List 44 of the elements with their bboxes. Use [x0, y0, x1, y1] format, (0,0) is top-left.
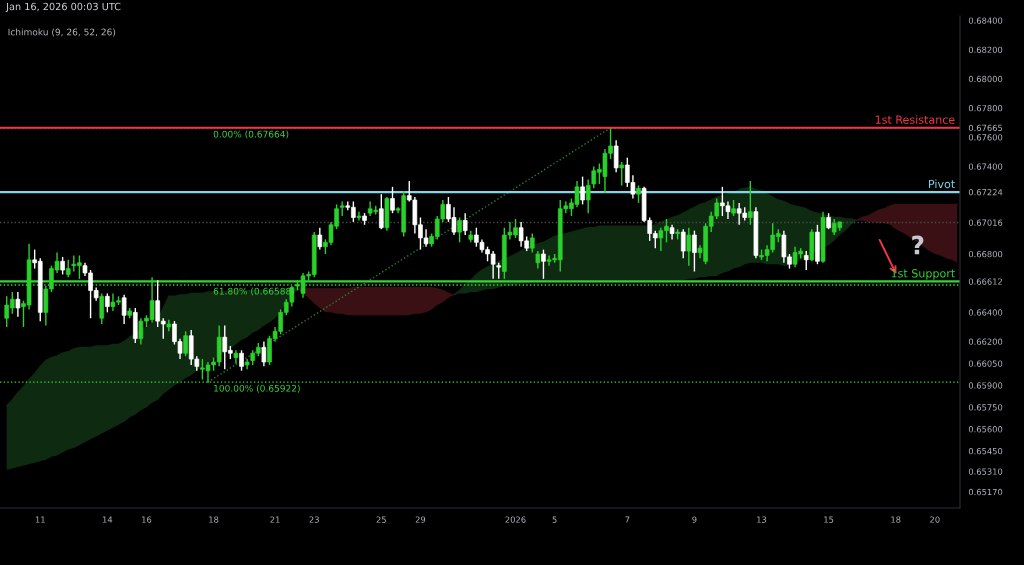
ref-line-label: 1st Support — [891, 269, 955, 280]
y-tick-label: 0.67400 — [968, 163, 1003, 170]
y-tick-label: 0.66050 — [968, 360, 1003, 367]
y-tick-label: 0.65600 — [968, 426, 1003, 433]
chart-title: Jan 16, 2026 00:03 UTC — [5, 2, 121, 12]
y-tick-label: 0.66400 — [968, 309, 1003, 316]
y-tick-label: 0.66800 — [968, 250, 1003, 258]
ref-line-label: Pivot — [929, 179, 955, 189]
x-tick-label: 14 — [102, 516, 113, 523]
y-tick-label: 0.65310 — [968, 468, 1003, 475]
ref-line-label: 1st Resistance — [875, 115, 955, 124]
ref-line-label: 100.00% (0.65922) — [214, 384, 300, 393]
x-tick-label: 2026 — [505, 516, 526, 523]
x-tick-label: 9 — [692, 516, 697, 523]
y-tick-label: 0.65750 — [968, 404, 1003, 411]
x-tick-label: 13 — [757, 516, 767, 523]
x-tick-label: 16 — [142, 516, 152, 523]
x-tick-label: 5 — [552, 516, 557, 523]
x-tick-label: 23 — [309, 516, 319, 523]
x-tick-label: 18 — [891, 516, 901, 523]
y-tick-label: 0.65450 — [968, 448, 1003, 455]
x-tick-label: 20 — [930, 516, 940, 523]
y-tick-label: 0.66200 — [968, 338, 1003, 345]
y-tick-label: 0.65900 — [968, 382, 1003, 389]
y-tick-label: 0.68400 — [968, 17, 1003, 24]
y-tick-label: 0.67016 — [968, 219, 1003, 226]
y-tick-label: 0.67665 — [968, 124, 1003, 132]
x-tick-label: 18 — [209, 516, 219, 523]
y-tick-label: 0.67800 — [968, 105, 1003, 112]
y-tick-label: 0.68200 — [968, 46, 1003, 53]
x-tick-label: 11 — [35, 516, 45, 523]
x-tick-label: 21 — [270, 516, 280, 523]
x-tick-label: 29 — [415, 516, 426, 523]
y-tick-label: 0.68000 — [968, 75, 1003, 83]
x-tick-label: 25 — [376, 516, 386, 523]
x-tick-label: 7 — [625, 516, 630, 523]
x-tick-label: 15 — [824, 516, 834, 523]
y-tick-label: 0.66612 — [968, 278, 1002, 285]
text: Ichimoku (9, 26, 52, 26) — [8, 28, 116, 37]
ref-line-label: 0.00% (0.67664) — [213, 130, 289, 139]
y-tick-label: 0.67224 — [968, 189, 1003, 196]
annotation: ? — [912, 235, 924, 255]
y-tick-label: 0.67600 — [968, 134, 1003, 141]
y-tick-label: 0.65170 — [968, 488, 1003, 496]
